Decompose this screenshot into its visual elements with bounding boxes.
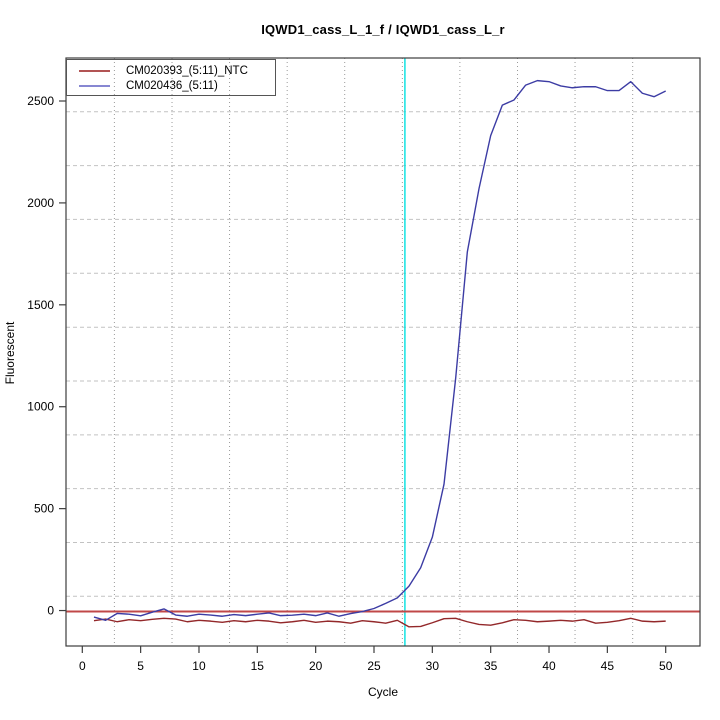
y-axis-label: Fluorescent — [3, 321, 17, 385]
legend-box: CM020393_(5:11)_NTC CM020436_(5:11) — [66, 59, 276, 96]
x-tick-label: 50 — [659, 659, 673, 673]
legend-label-sample: CM020436_(5:11) — [126, 79, 218, 92]
y-tick-label: 1000 — [27, 400, 54, 414]
x-tick-label: 45 — [601, 659, 615, 673]
plot-title: IQWD1_cass_L_1_f / IQWD1_cass_L_r — [261, 22, 505, 37]
legend-item-sample: CM020436_(5:11) — [67, 78, 275, 93]
y-tick-label: 1500 — [27, 298, 54, 312]
x-tick-label: 10 — [192, 659, 206, 673]
x-tick-label: 40 — [542, 659, 556, 673]
x-tick-label: 35 — [484, 659, 498, 673]
y-tick-label: 0 — [47, 604, 54, 618]
x-tick-label: 30 — [426, 659, 440, 673]
legend-line-sample-blue — [79, 84, 110, 87]
x-axis-label: Cycle — [367, 685, 398, 699]
plot-box — [65, 57, 701, 647]
series-line-sample — [93, 79, 667, 622]
x-tick-label: 25 — [367, 659, 381, 673]
x-tick-label: 5 — [137, 659, 144, 673]
legend-item-ntc: CM020393_(5:11)_NTC — [67, 63, 275, 78]
series-line-ntc — [93, 617, 666, 628]
x-tick-label: 15 — [251, 659, 265, 673]
legend-label-ntc: CM020393_(5:11)_NTC — [126, 64, 248, 77]
y-tick-label: 500 — [34, 502, 54, 516]
y-tick-label: 2500 — [27, 94, 54, 108]
legend-line-sample-red — [79, 69, 110, 72]
x-tick-label: 20 — [309, 659, 323, 673]
x-tick-label: 0 — [79, 659, 86, 673]
y-tick-label: 2000 — [27, 196, 54, 210]
